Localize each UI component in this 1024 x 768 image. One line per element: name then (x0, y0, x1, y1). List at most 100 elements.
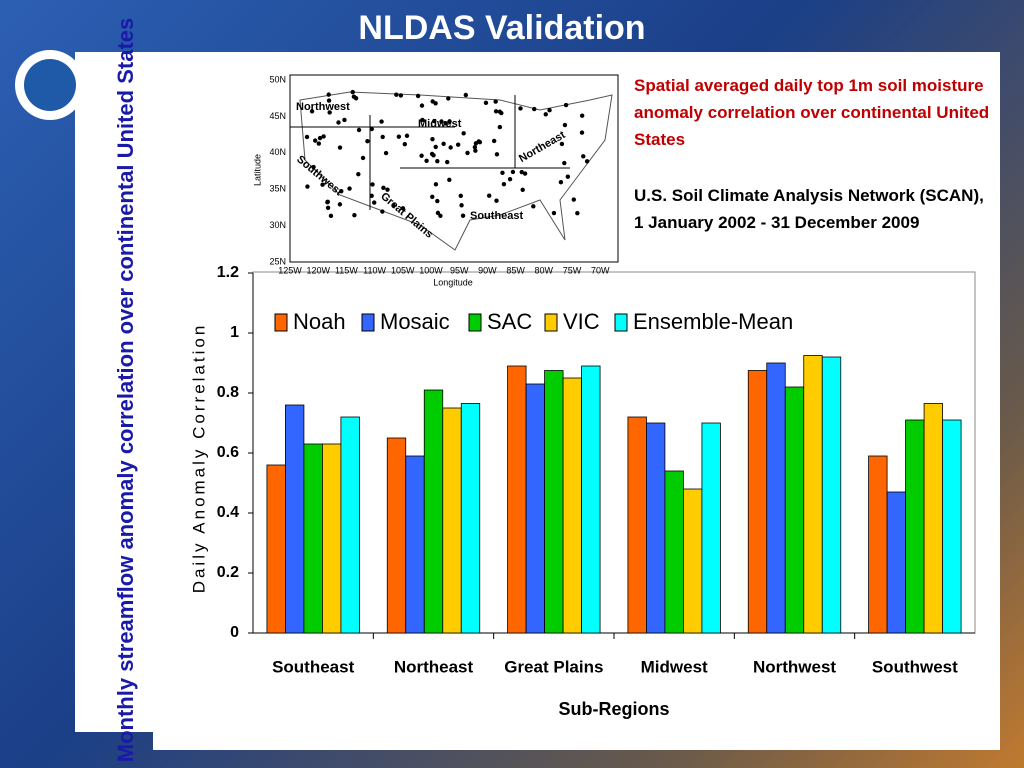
station-dot (336, 120, 341, 125)
station-dot (309, 109, 315, 114)
bar (766, 362, 786, 634)
station-dot (311, 164, 316, 170)
map-lat-label: 30N (269, 220, 286, 230)
station-dot (486, 193, 492, 198)
map-lat-label: 40N (269, 147, 286, 157)
map-lat-label: 45N (269, 111, 286, 121)
station-dot (404, 133, 410, 138)
bar (868, 455, 888, 634)
station-dot (584, 159, 590, 164)
station-dot (531, 204, 536, 209)
map-lon-label: 100W (419, 265, 443, 275)
bar (581, 365, 601, 634)
map-x-label: Longitude (433, 277, 473, 287)
station-dot (565, 174, 571, 179)
note-red: Spatial averaged daily top 1m soil moist… (634, 76, 990, 149)
legend-swatch (274, 313, 288, 332)
station-dot (520, 187, 525, 193)
station-dot (562, 160, 567, 166)
y-tick-label: 0.8 (217, 384, 239, 401)
bar (285, 404, 305, 634)
x-tick-label: Midwest (641, 657, 708, 676)
station-dot (430, 194, 435, 200)
legend-swatch (614, 313, 628, 332)
legend-label: SAC (487, 309, 532, 334)
station-dot (325, 205, 331, 210)
station-dot (458, 193, 463, 199)
map-y-label: Latitude (252, 154, 262, 186)
map-lon-label: 95W (450, 265, 469, 275)
bar (386, 437, 407, 634)
legend-swatch (361, 313, 375, 332)
station-dot (351, 94, 357, 99)
x-tick-label: Great Plains (504, 657, 603, 676)
station-dot (430, 99, 435, 104)
noaa-logo (24, 59, 76, 111)
station-dot (317, 135, 323, 141)
station-dot (575, 211, 580, 216)
map-lat-label: 50N (269, 74, 286, 84)
station-dot (381, 185, 386, 191)
station-dot (304, 134, 310, 140)
station-dot (433, 144, 438, 150)
bar (646, 422, 666, 634)
station-dot (379, 119, 384, 124)
station-dot (472, 144, 478, 150)
y-tick-label: 0.4 (217, 504, 239, 521)
x-tick-label: Southeast (272, 657, 355, 676)
station-dot (476, 139, 481, 144)
bar (544, 370, 564, 634)
station-dot (473, 148, 478, 153)
station-dot (394, 92, 399, 97)
station-dot (430, 136, 435, 142)
map-lon-label: 110W (363, 265, 386, 275)
station-dot (356, 127, 362, 133)
station-dot (327, 110, 332, 115)
y-tick-label: 0.2 (217, 564, 239, 581)
bar (664, 470, 684, 634)
station-dot (562, 122, 568, 128)
station-dot (501, 181, 507, 187)
station-dot (420, 117, 425, 123)
bar (405, 455, 425, 634)
bar (322, 443, 342, 634)
map-lat-label: 35N (269, 184, 286, 194)
y-tick-label: 0 (230, 624, 239, 641)
station-dot (415, 93, 421, 99)
side-text: Monthly streamflow anomaly correlation o… (113, 18, 138, 762)
station-dot (325, 199, 330, 205)
station-dot (519, 169, 524, 175)
station-dot (558, 180, 564, 185)
station-dot (432, 118, 437, 124)
map-region-label: Southeast (470, 210, 524, 222)
station-dot (494, 152, 500, 157)
map-lon-label: 115W (335, 265, 358, 275)
bar (627, 416, 647, 634)
station-dot (419, 103, 425, 108)
station-dot (419, 153, 424, 158)
station-dot (543, 112, 548, 117)
y-tick-label: 1.2 (217, 264, 239, 281)
map-lon-label: 80W (535, 265, 554, 275)
map-region-label: Midwest (418, 118, 462, 130)
station-dot (438, 213, 443, 219)
bar (886, 491, 906, 634)
station-dot (402, 141, 408, 147)
note-black: U.S. Soil Climate Analysis Network (SCAN… (634, 186, 984, 232)
map-lon-label: 70W (591, 265, 610, 275)
map-lon-label: 75W (563, 265, 582, 275)
legend-label: Ensemble-Mean (633, 309, 793, 334)
station-dot (547, 108, 552, 113)
station-dot (396, 134, 402, 139)
station-dot (455, 142, 461, 147)
station-dot (398, 93, 404, 98)
station-dot (320, 182, 325, 187)
station-dot (483, 100, 489, 105)
station-dot (500, 170, 505, 176)
station-dot (443, 121, 448, 126)
bar (303, 443, 323, 634)
station-dot (385, 187, 390, 192)
legend-swatch (544, 313, 558, 332)
station-dot (463, 92, 469, 98)
station-dot (441, 141, 446, 147)
